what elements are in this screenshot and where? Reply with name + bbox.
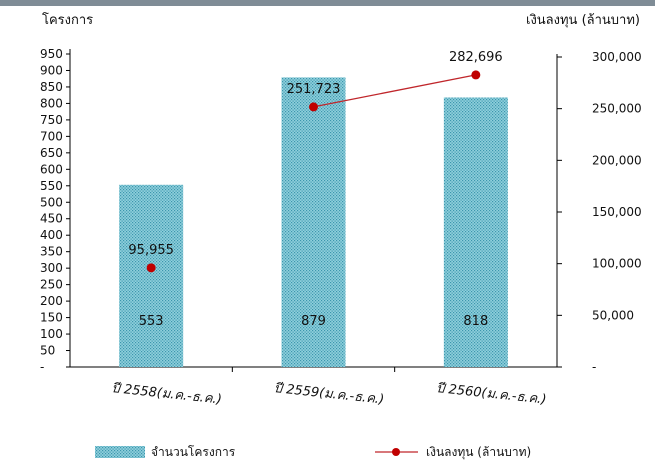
y-ticks: - 50 100 150 200 250 300 350 400 450 500 550 600 650 7… <box>40 47 70 374</box>
y-tick-label: 50 <box>40 344 55 358</box>
category-labels: ปี 2558(ม.ค.-ธ.ค.) ปี 2559(ม.ค.-ธ.ค.) ปี 2… <box>111 380 547 407</box>
line-series <box>313 74 476 108</box>
line-value-label: 95,955 <box>128 243 174 258</box>
y2-ticks: - 50,000 100,000 150,000 200,000 250,000 300,0… <box>557 50 642 374</box>
y-tick-label: 800 <box>40 96 63 110</box>
x-ticks <box>231 367 396 372</box>
line-point <box>309 102 318 112</box>
y2-tick-label: - <box>592 360 596 374</box>
y-tick-label: 400 <box>40 228 63 242</box>
category-label: ปี 2559(ม.ค.-ธ.ค.) <box>273 380 385 407</box>
y-tick-label: 950 <box>40 47 63 61</box>
bar <box>281 77 346 367</box>
y-axis-title: โครงการ <box>42 12 93 28</box>
y2-tick-label: 100,000 <box>592 257 642 271</box>
y-tick-label: 750 <box>40 113 63 127</box>
y-tick-label: 250 <box>40 278 63 292</box>
y2-tick-label: 50,000 <box>592 308 634 322</box>
y-tick-label: 600 <box>40 162 63 176</box>
bar <box>119 184 184 367</box>
y-tick-label: 450 <box>40 212 63 226</box>
y-tick-label: 500 <box>40 195 63 209</box>
y-tick-label: 300 <box>40 261 63 275</box>
bar <box>443 97 508 367</box>
bars: 553 879 818 <box>119 77 508 367</box>
y2-tick-label: 200,000 <box>592 153 642 167</box>
category-label: ปี 2560(ม.ค.-ธ.ค.) <box>435 380 547 407</box>
line-value-label: 251,723 <box>287 82 341 97</box>
y-tick-label: 650 <box>40 146 63 160</box>
line-point <box>471 70 481 80</box>
y-tick-label: 100 <box>40 327 63 341</box>
top-border <box>0 0 655 6</box>
legend-line-label: เงินลงทุน (ล้านบาท) <box>426 445 531 460</box>
legend-line-marker <box>392 448 400 456</box>
y2-tick-label: 250,000 <box>592 102 642 116</box>
y2-axis-title: เงินลงทุน (ล้านบาท) <box>526 13 640 28</box>
legend-bar-label: จำนวนโครงการ <box>151 445 236 459</box>
y-tick-label: 850 <box>40 80 63 94</box>
y-tick-label: 550 <box>40 179 63 193</box>
bar-value-label: 879 <box>301 314 326 329</box>
bar-value-label: 818 <box>463 314 488 329</box>
investment-line: 95,955 251,723 282,696 <box>128 50 503 273</box>
y-tick-label: 200 <box>40 294 63 308</box>
y-tick-label: 350 <box>40 245 63 259</box>
bar-value-label: 553 <box>139 314 164 329</box>
y2-tick-label: 150,000 <box>592 205 642 219</box>
line-value-label: 282,696 <box>449 50 503 65</box>
y-tick-label: - <box>40 360 44 374</box>
category-label: ปี 2558(ม.ค.-ธ.ค.) <box>111 380 223 407</box>
y-tick-label: 700 <box>40 129 63 143</box>
y-tick-label: 150 <box>40 311 63 325</box>
y2-tick-label: 300,000 <box>592 50 642 64</box>
y-tick-label: 900 <box>40 63 63 77</box>
legend-bar-swatch <box>95 446 145 458</box>
legend: จำนวนโครงการ เงินลงทุน (ล้านบาท) <box>95 445 531 460</box>
line-point <box>146 263 156 273</box>
